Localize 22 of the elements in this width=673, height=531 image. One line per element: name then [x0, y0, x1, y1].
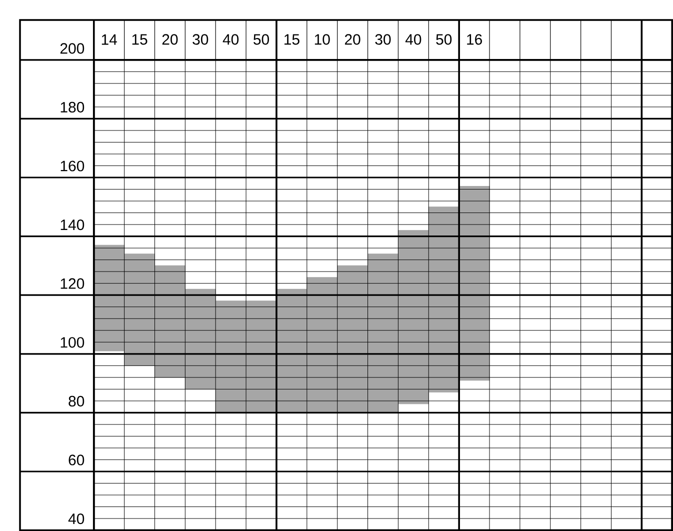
x-tick-label: 10	[314, 34, 330, 45]
x-tick-label: 50	[254, 34, 269, 45]
y-tick-label: 40	[68, 513, 84, 524]
x-tick-label: 14	[102, 34, 117, 45]
y-tick-label: 200	[60, 42, 84, 54]
x-tick-label: 50	[436, 34, 452, 45]
y-tick-label: 160	[60, 160, 84, 172]
y-tick-label: 80	[68, 396, 84, 406]
x-tick-label: 15	[132, 34, 148, 45]
y-tick-label: 180	[60, 102, 84, 112]
x-tick-label: 20	[162, 34, 178, 45]
y-tick-label: 60	[68, 454, 84, 466]
y-tick-label: 100	[60, 336, 84, 348]
x-tick-label: 40	[222, 34, 239, 45]
x-tick-label: 20	[344, 34, 360, 45]
x-tick-label: 30	[375, 34, 391, 45]
y-tick-label: 120	[60, 278, 84, 289]
x-tick-label: 15	[284, 34, 300, 45]
x-tick-label: 40	[405, 34, 422, 45]
x-tick-label: 16	[467, 34, 482, 45]
x-tick-label: 30	[192, 34, 208, 45]
y-tick-label: 140	[60, 219, 84, 230]
